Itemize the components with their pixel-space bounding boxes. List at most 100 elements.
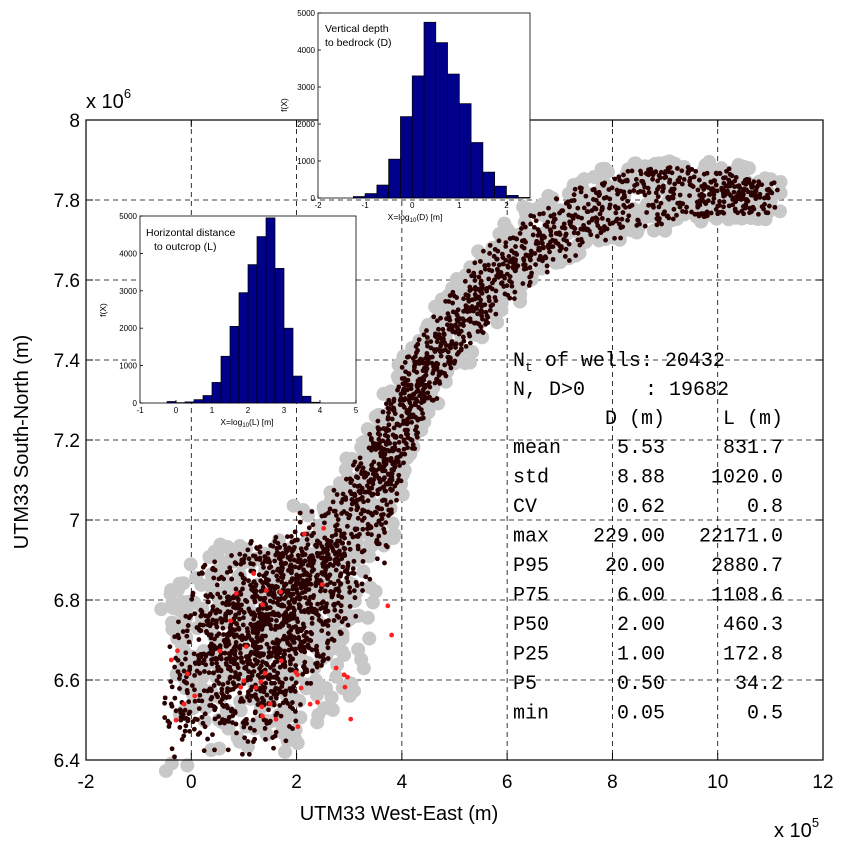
well-point — [367, 490, 373, 495]
well-point — [203, 662, 209, 668]
well-point — [257, 555, 263, 561]
well-point — [479, 283, 485, 289]
well-point — [472, 278, 478, 283]
well-point — [355, 515, 361, 521]
well-point — [380, 485, 386, 490]
well-point — [625, 198, 631, 204]
well-point — [255, 607, 261, 613]
well-point — [254, 594, 260, 599]
land-point — [577, 172, 592, 187]
well-point — [354, 466, 360, 472]
well-point — [250, 663, 256, 669]
well-point — [304, 680, 310, 686]
well-point — [731, 189, 737, 195]
well-point — [229, 576, 235, 582]
well-point — [749, 190, 754, 196]
well-point — [505, 292, 511, 298]
x-ticks: -2 0 2 4 6 8 10 12 — [78, 120, 834, 793]
well-point — [530, 232, 536, 238]
well-point — [358, 511, 364, 517]
well-point — [649, 202, 655, 208]
well-point — [441, 332, 447, 338]
well-point — [496, 262, 502, 268]
well-point — [417, 393, 423, 399]
well-point — [369, 485, 375, 491]
well-point — [522, 224, 528, 230]
histogram-bar — [166, 401, 177, 404]
stats-value-d: 229.00 — [593, 526, 665, 549]
well-point — [432, 331, 438, 337]
land-point — [385, 516, 400, 531]
well-point — [213, 610, 219, 616]
well-point — [303, 570, 309, 576]
well-point — [207, 612, 213, 618]
well-point — [483, 309, 489, 315]
well-point — [496, 273, 502, 279]
well-point — [646, 190, 652, 195]
well-point — [246, 606, 252, 612]
well-point — [701, 199, 707, 205]
well-point — [423, 383, 428, 388]
well-point — [392, 483, 398, 489]
well-point-highlight — [192, 693, 198, 699]
well-point — [659, 221, 664, 227]
well-point — [195, 732, 201, 737]
stats-row-label: P50 — [513, 614, 549, 637]
well-point — [221, 576, 227, 582]
well-point — [398, 434, 404, 439]
histogram-bar — [506, 195, 519, 199]
well-point — [272, 586, 278, 592]
well-point — [374, 556, 380, 562]
well-point — [252, 553, 258, 559]
well-point — [425, 360, 431, 366]
well-point — [527, 274, 533, 280]
well-point — [572, 186, 578, 192]
well-point — [211, 575, 217, 581]
well-point — [388, 507, 394, 513]
well-point — [618, 235, 623, 241]
well-point — [352, 526, 358, 532]
well-point — [453, 341, 459, 347]
well-point — [168, 679, 174, 684]
stats-value-l: 0.8 — [747, 496, 783, 519]
well-point — [270, 674, 276, 680]
stats-value-l: 1108.6 — [711, 585, 783, 608]
well-point — [257, 620, 263, 625]
well-point — [711, 178, 717, 183]
well-point — [514, 236, 520, 242]
well-point — [255, 697, 260, 703]
well-point — [339, 556, 345, 562]
well-point — [264, 662, 270, 668]
y-ticks: 6.4 6.6 6.8 7 7.2 7.4 7.6 7.8 8 — [54, 111, 823, 772]
well-point — [557, 248, 563, 254]
stats-row-label: min — [513, 703, 549, 726]
well-point — [231, 627, 236, 633]
well-point — [217, 643, 223, 649]
well-point — [458, 341, 464, 347]
well-point — [553, 196, 559, 202]
well-point — [557, 243, 563, 249]
well-point — [677, 175, 683, 181]
well-point — [503, 244, 509, 249]
inset-x-tick-label: 3 — [282, 406, 287, 415]
well-point — [319, 600, 325, 606]
well-point — [366, 479, 372, 485]
well-point — [424, 328, 429, 333]
well-point — [303, 545, 309, 551]
well-point — [396, 472, 402, 478]
well-point — [505, 263, 510, 269]
well-point — [283, 676, 289, 682]
well-point — [382, 560, 387, 566]
well-point — [286, 613, 291, 619]
well-point — [347, 546, 353, 552]
well-point — [373, 522, 379, 528]
well-point — [406, 354, 412, 360]
inset-distance-x-ticks: -1 0 1 2 3 4 5 — [136, 400, 359, 415]
well-point — [290, 605, 296, 611]
well-point — [652, 169, 658, 175]
well-point — [190, 719, 196, 725]
inset-x-tick-label: -2 — [314, 201, 322, 210]
well-point — [334, 513, 339, 518]
well-point — [273, 534, 279, 540]
well-point — [186, 711, 192, 717]
